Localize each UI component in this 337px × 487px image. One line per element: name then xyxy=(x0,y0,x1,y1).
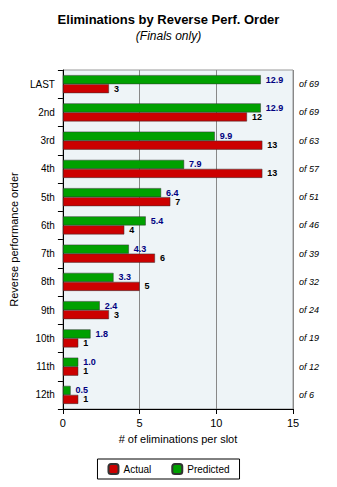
svg-text:of 24: of 24 xyxy=(299,305,319,315)
svg-text:0.5: 0.5 xyxy=(75,385,89,396)
svg-text:4th: 4th xyxy=(41,163,55,174)
svg-text:of 69: of 69 xyxy=(299,107,319,117)
svg-text:6th: 6th xyxy=(41,220,55,231)
svg-text:12th: 12th xyxy=(35,389,54,400)
svg-text:Predicted: Predicted xyxy=(187,464,229,475)
svg-text:of 57: of 57 xyxy=(299,164,320,174)
svg-text:10th: 10th xyxy=(35,333,54,344)
svg-text:3rd: 3rd xyxy=(40,135,54,146)
svg-text:13: 13 xyxy=(267,168,277,178)
svg-text:6.4: 6.4 xyxy=(166,187,179,198)
svg-text:1: 1 xyxy=(83,338,88,348)
svg-text:5.4: 5.4 xyxy=(151,216,164,226)
svg-text:LAST: LAST xyxy=(30,79,55,90)
svg-text:of 46: of 46 xyxy=(299,220,319,230)
svg-text:4.3: 4.3 xyxy=(134,244,147,254)
svg-text:15: 15 xyxy=(287,417,299,429)
svg-text:2.4: 2.4 xyxy=(104,300,118,311)
svg-text:Reverse performance order: Reverse performance order xyxy=(8,172,20,307)
svg-text:10: 10 xyxy=(210,417,222,429)
svg-text:of 51: of 51 xyxy=(299,192,319,202)
svg-text:3.3: 3.3 xyxy=(119,272,132,282)
svg-text:(Finals only): (Finals only) xyxy=(136,29,201,43)
svg-text:of 6: of 6 xyxy=(299,390,314,400)
svg-text:Actual: Actual xyxy=(123,464,151,475)
svg-text:of 63: of 63 xyxy=(299,136,319,146)
svg-text:0: 0 xyxy=(60,417,66,429)
svg-text:8th: 8th xyxy=(41,276,55,287)
svg-text:11th: 11th xyxy=(36,361,55,372)
svg-text:Eliminations by Reverse Perf.: Eliminations by Reverse Perf. Order xyxy=(58,12,280,27)
svg-text:# of eliminations per slot: # of eliminations per slot xyxy=(119,433,238,445)
svg-text:12.9: 12.9 xyxy=(266,75,284,85)
svg-text:3: 3 xyxy=(114,310,119,320)
svg-text:1.0: 1.0 xyxy=(83,357,96,368)
svg-text:of 39: of 39 xyxy=(299,249,319,259)
svg-text:7th: 7th xyxy=(41,248,55,259)
svg-text:1: 1 xyxy=(83,394,88,404)
svg-text:1.8: 1.8 xyxy=(96,329,109,339)
svg-text:of 69: of 69 xyxy=(299,79,319,89)
svg-text:6: 6 xyxy=(160,253,165,263)
svg-text:7: 7 xyxy=(175,197,180,207)
svg-text:5: 5 xyxy=(137,417,143,429)
svg-text:of 12: of 12 xyxy=(299,362,319,372)
svg-text:12: 12 xyxy=(252,112,262,122)
svg-text:4: 4 xyxy=(129,225,134,235)
svg-text:2nd: 2nd xyxy=(38,107,55,118)
svg-text:13: 13 xyxy=(267,140,277,150)
svg-text:9.9: 9.9 xyxy=(220,131,233,141)
svg-text:1: 1 xyxy=(83,366,88,376)
svg-text:of 19: of 19 xyxy=(299,333,319,343)
svg-text:7.9: 7.9 xyxy=(189,159,202,169)
svg-text:12.9: 12.9 xyxy=(266,103,284,113)
svg-text:5: 5 xyxy=(145,281,150,291)
svg-text:of 32: of 32 xyxy=(299,277,319,287)
svg-text:5th: 5th xyxy=(41,192,55,203)
svg-text:3: 3 xyxy=(114,84,119,94)
svg-text:9th: 9th xyxy=(41,305,55,316)
